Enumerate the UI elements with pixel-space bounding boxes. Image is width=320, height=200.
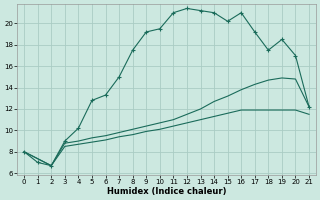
- X-axis label: Humidex (Indice chaleur): Humidex (Indice chaleur): [107, 187, 226, 196]
